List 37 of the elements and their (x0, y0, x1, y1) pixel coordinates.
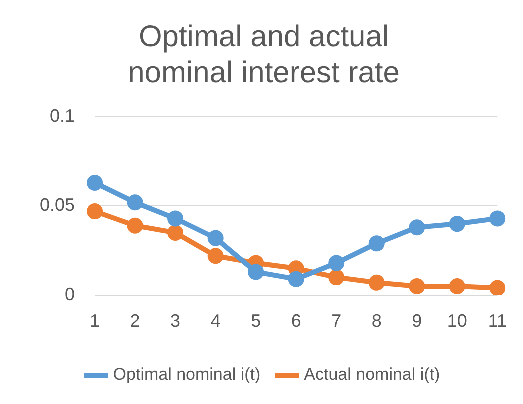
x-tick-label: 8 (372, 311, 382, 332)
point (168, 210, 184, 227)
x-tick-label: 3 (170, 311, 181, 332)
x-tick-label: 6 (291, 311, 302, 332)
point (288, 271, 304, 288)
legend-label: Optimal nominal i(t) (113, 365, 261, 384)
point (328, 270, 345, 286)
point (208, 230, 224, 246)
x-tick-label: 11 (488, 311, 507, 332)
point (208, 248, 224, 264)
point (127, 194, 144, 211)
x-tick-label: 2 (130, 311, 140, 332)
point (490, 210, 506, 227)
point (449, 216, 466, 232)
point (87, 204, 104, 220)
y-tick-label: 0.1 (50, 106, 76, 126)
x-tick-label: 7 (332, 311, 342, 332)
legend-label: Actual nominal i(t) (304, 365, 440, 384)
point (368, 236, 385, 252)
y-tick-label: 0 (65, 284, 76, 304)
x-tick-label: 4 (210, 311, 221, 332)
x-tick-label: 5 (251, 311, 262, 332)
x-tick-label: 9 (412, 311, 422, 332)
point (490, 280, 506, 296)
point (368, 274, 385, 291)
point (87, 175, 104, 192)
x-tick-label: 10 (447, 311, 468, 332)
point (127, 218, 144, 234)
point (409, 220, 426, 236)
chart-title: Optimal and actual nominal interest rate (128, 20, 400, 90)
y-tick-label: 0.05 (40, 195, 76, 216)
point (328, 255, 345, 272)
point (168, 224, 184, 241)
point (409, 278, 426, 294)
point (449, 278, 466, 294)
point (248, 264, 264, 280)
x-tick-label: 1 (90, 311, 100, 332)
